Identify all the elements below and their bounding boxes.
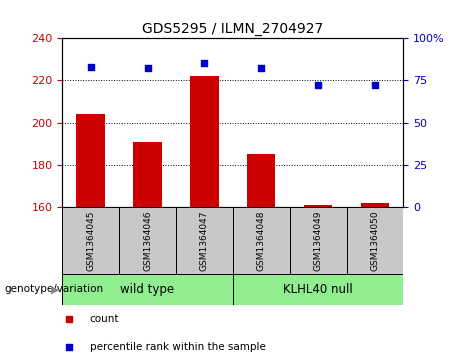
Point	[258, 66, 265, 72]
Bar	[304, 205, 332, 207]
Bar	[176, 207, 233, 274]
Text: GSM1364046: GSM1364046	[143, 210, 152, 271]
Title: GDS5295 / ILMN_2704927: GDS5295 / ILMN_2704927	[142, 22, 324, 36]
Text: count: count	[89, 314, 119, 324]
Bar	[62, 274, 233, 305]
Text: KLHL40 null: KLHL40 null	[283, 283, 353, 296]
Bar	[77, 114, 105, 207]
Bar	[347, 207, 403, 274]
Text: percentile rank within the sample: percentile rank within the sample	[89, 342, 266, 352]
Point	[201, 61, 208, 66]
Point	[65, 316, 73, 322]
Text: wild type: wild type	[120, 283, 175, 296]
Point	[144, 66, 151, 72]
Point	[314, 82, 322, 88]
Text: ▶: ▶	[52, 285, 60, 294]
Point	[87, 64, 95, 70]
Bar	[62, 207, 119, 274]
Point	[371, 82, 378, 88]
Text: GSM1364049: GSM1364049	[313, 210, 323, 271]
Text: GSM1364050: GSM1364050	[371, 210, 379, 271]
Bar	[190, 76, 219, 207]
Bar	[247, 154, 276, 207]
Text: genotype/variation: genotype/variation	[5, 285, 104, 294]
Text: GSM1364048: GSM1364048	[257, 210, 266, 271]
Text: GSM1364045: GSM1364045	[86, 210, 95, 271]
Text: GSM1364047: GSM1364047	[200, 210, 209, 271]
Bar	[119, 207, 176, 274]
Bar	[233, 274, 403, 305]
Bar	[290, 207, 347, 274]
Bar	[133, 142, 162, 207]
Bar	[361, 203, 389, 207]
Bar	[233, 207, 290, 274]
Point	[65, 344, 73, 350]
